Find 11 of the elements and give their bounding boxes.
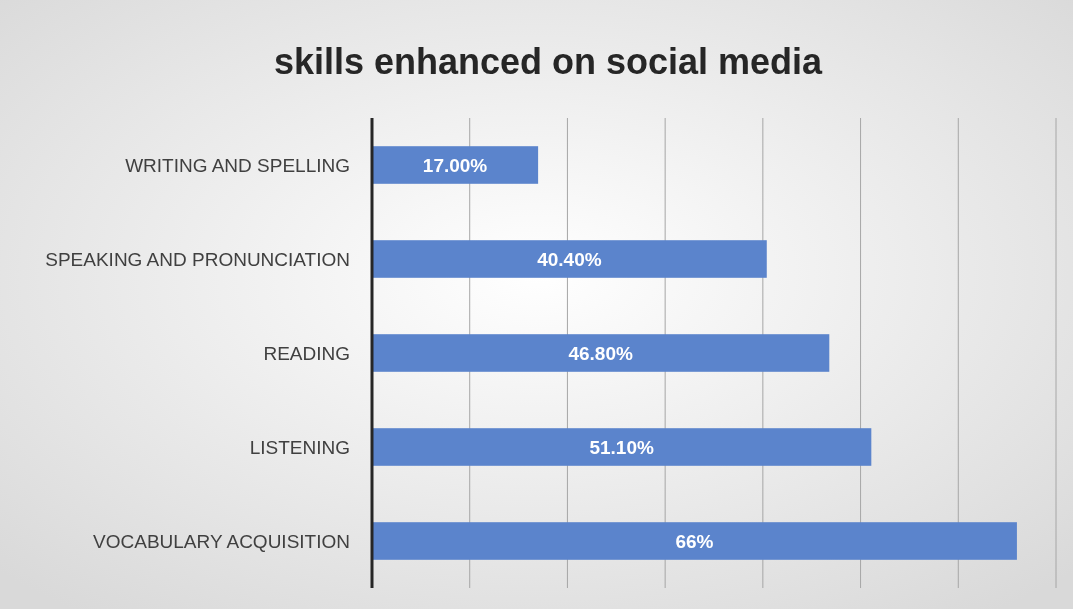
y-tick-label: VOCABULARY ACQUISITION	[93, 530, 350, 552]
data-label: 51.10%	[589, 436, 654, 458]
y-tick-label: READING	[263, 342, 350, 364]
data-label: 40.40%	[537, 248, 602, 270]
y-tick-label: LISTENING	[249, 436, 350, 458]
data-label: 17.00%	[422, 154, 488, 176]
y-tick-label: SPEAKING AND PRONUNCIATION	[45, 248, 350, 270]
data-label: 66%	[675, 530, 714, 552]
data-label: 46.80%	[568, 342, 633, 364]
chart-title: skills enhanced on social media	[273, 41, 824, 82]
y-tick-label: WRITING AND SPELLING	[125, 154, 350, 176]
